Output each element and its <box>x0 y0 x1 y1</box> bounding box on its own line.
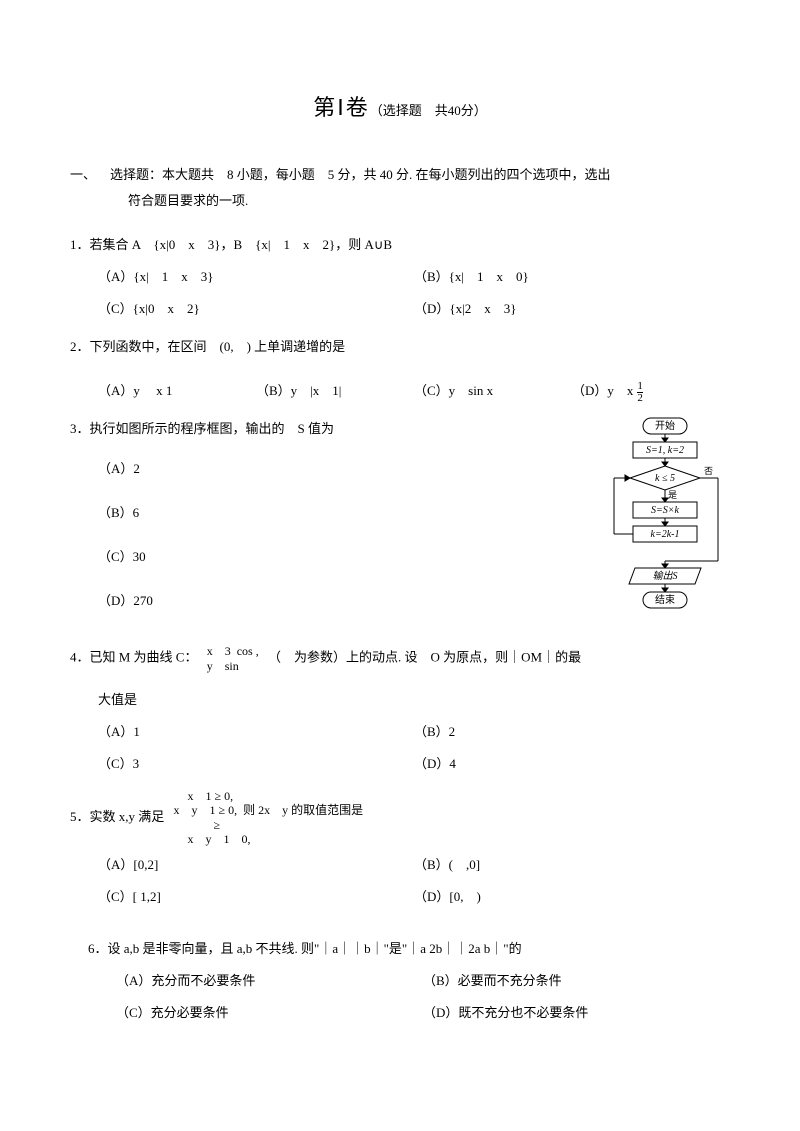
q2-opt-a: （A）y x 1 <box>98 378 256 404</box>
q5-opt-d: （D）[0, ) <box>414 884 730 910</box>
q2-opt-b: （B）y |x 1| <box>256 378 414 404</box>
svg-text:否: 否 <box>704 466 713 476</box>
question-5: 5．实数 x,y 满足 x 1 ≥ 0, x y 1 ≥ 0, 则 2x y 的… <box>70 789 730 911</box>
q5-opt-c: （C）[ 1,2] <box>98 884 414 910</box>
q5-c3: x y 1 0, <box>174 832 364 846</box>
q2-stem: 2．下列函数中，在区间 (0, ) 上单调递增的是 <box>70 334 730 360</box>
q3-opt-a: （A）2 <box>98 456 600 482</box>
svg-text:开始: 开始 <box>655 419 675 432</box>
title-sub: （选择题 共40分） <box>370 103 487 118</box>
question-2: 2．下列函数中，在区间 (0, ) 上单调递增的是 （A）y x 1 （B）y … <box>70 334 730 404</box>
q4-stem3: 大值是 <box>70 687 730 713</box>
svg-text:输出S: 输出S <box>653 570 678 582</box>
svg-text:S=1, k=2: S=1, k=2 <box>646 445 684 456</box>
q4-eq-y: y sin <box>207 659 259 673</box>
q5-stem1: 5．实数 x,y 满足 <box>70 809 164 824</box>
q4-eq-x: x 3 cos , <box>207 644 259 658</box>
svg-text:结束: 结束 <box>655 593 675 606</box>
q4-opt-a: （A）1 <box>98 719 414 745</box>
q5-c2b: ≥ <box>174 818 364 832</box>
question-3: 3．执行如图所示的程序框图，输出的 S 值为 （A）2 （B）6 （C）30 （… <box>70 416 730 632</box>
q6-stem: 6．设 a,b 是非零向量，且 a,b 不共线. 则"｜a｜｜b｜"是"｜a 2… <box>88 936 730 962</box>
svg-text:k ≤ 5: k ≤ 5 <box>655 473 675 484</box>
q6-opt-b: （B）必要而不充分条件 <box>423 968 730 994</box>
title-main: 第Ⅰ卷 <box>313 95 370 120</box>
svg-text:是: 是 <box>668 490 677 500</box>
q5-opt-b: （B）( ,0] <box>414 852 730 878</box>
q3-opt-b: （B）6 <box>98 500 600 526</box>
q6-opt-c: （C）充分必要条件 <box>116 1000 423 1026</box>
q4-stem1: 4．已知 M 为曲线 C： <box>70 649 197 664</box>
question-1: 1．若集合 A {x|0 x 3}，B {x| 1 x 2}，则 A∪B （A）… <box>70 232 730 322</box>
q1-stem: 1．若集合 A {x|0 x 3}，B {x| 1 x 2}，则 A∪B <box>70 232 730 258</box>
q4-opt-d: （D）4 <box>414 751 730 777</box>
svg-text:k=2k-1: k=2k-1 <box>651 529 680 540</box>
q1-opt-c: （C）{x|0 x 2} <box>98 296 414 322</box>
q2-opt-c: （C）y sin x <box>414 378 572 404</box>
q3-opt-d: （D）270 <box>98 588 600 614</box>
section-label: 一、 <box>70 167 96 182</box>
question-4: 4．已知 M 为曲线 C： x 3 cos , y sin （ 为参数）上的动点… <box>70 644 730 777</box>
q4-opt-c: （C）3 <box>98 751 414 777</box>
q3-stem: 3．执行如图所示的程序框图，输出的 S 值为 <box>70 416 600 442</box>
q1-opt-b: （B）{x| 1 x 0} <box>414 264 730 290</box>
q4-opt-b: （B）2 <box>414 719 730 745</box>
q5-c2: x y 1 ≥ 0, 则 2x y 的取值范围是 <box>174 803 364 817</box>
section-header: 一、选择题：本大题共 8 小题，每小题 5 分，共 40 分. 在每小题列出的四… <box>70 162 730 214</box>
q5-opt-a: （A）[0,2] <box>98 852 414 878</box>
section-text1: 选择题：本大题共 8 小题，每小题 5 分，共 40 分. 在每小题列出的四个选… <box>110 167 611 182</box>
question-6: 6．设 a,b 是非零向量，且 a,b 不共线. 则"｜a｜｜b｜"是"｜a 2… <box>70 936 730 1026</box>
page-title: 第Ⅰ卷（选择题 共40分） <box>70 90 730 122</box>
q5-c1: x 1 ≥ 0, <box>174 789 364 803</box>
q4-stem2: （ 为参数）上的动点. 设 O 为原点，则｜OM｜的最 <box>268 649 581 664</box>
q6-opt-d: （D）既不充分也不必要条件 <box>423 1000 730 1026</box>
svg-text:S=S×k: S=S×k <box>651 505 679 516</box>
q6-opt-a: （A）充分而不必要条件 <box>116 968 423 994</box>
section-text2: 符合题目要求的一项. <box>70 193 248 208</box>
flowchart-diagram: 开始 S=1, k=2 k ≤ 5 是 否 S=S×k k=2k-1 <box>600 416 730 632</box>
q3-opt-c: （C）30 <box>98 544 600 570</box>
q1-opt-d: （D）{x|2 x 3} <box>414 296 730 322</box>
q2-opt-d: （D）y x12 <box>572 378 730 404</box>
q1-opt-a: （A）{x| 1 x 3} <box>98 264 414 290</box>
